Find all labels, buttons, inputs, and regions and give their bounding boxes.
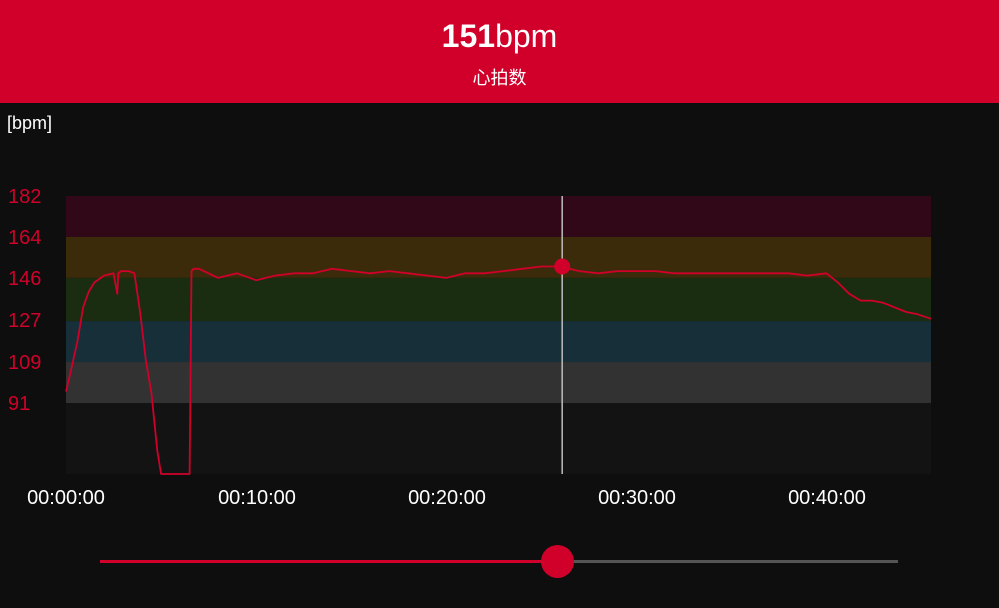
zone-band-5	[66, 403, 931, 474]
zone-band-0	[66, 196, 931, 237]
y-tick-164: 164	[8, 227, 42, 249]
zone-band-2	[66, 277, 931, 322]
y-tick-91: 91	[8, 393, 31, 415]
x-tick-40: 00:40:00	[788, 487, 866, 509]
y-tick-146: 146	[8, 268, 42, 290]
cursor-point[interactable]	[554, 258, 571, 275]
x-tick-20: 00:20:00	[408, 487, 486, 509]
header-bar: 151bpm 心拍数	[0, 0, 999, 103]
y-tick-109: 109	[8, 352, 42, 374]
current-value: 151bpm	[0, 14, 999, 58]
zone-band-4	[66, 362, 931, 403]
current-value-unit: bpm	[495, 18, 558, 54]
metric-label: 心拍数	[472, 68, 527, 88]
x-tick-10: 00:10:00	[218, 487, 296, 509]
slider-thumb[interactable]	[541, 545, 575, 578]
y-tick-182: 182	[8, 186, 42, 208]
y-tick-127: 127	[8, 310, 42, 332]
current-value-number: 151	[441, 18, 496, 54]
y-axis-unit-label: [bpm]	[7, 113, 53, 133]
slider-progress	[100, 560, 558, 563]
zone-band-3	[66, 321, 931, 363]
x-tick-0: 00:00:00	[27, 487, 105, 509]
x-tick-30: 00:30:00	[598, 487, 676, 509]
time-slider[interactable]	[100, 545, 898, 579]
heart-rate-line	[65, 265, 932, 475]
